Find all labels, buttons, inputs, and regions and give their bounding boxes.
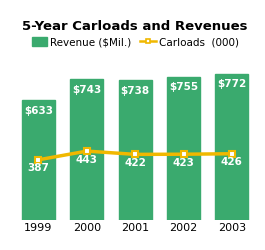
- Bar: [215, 74, 248, 220]
- Bar: [167, 77, 200, 220]
- Text: $738: $738: [121, 86, 150, 96]
- Text: $633: $633: [24, 106, 53, 116]
- Text: 422: 422: [124, 158, 146, 168]
- Bar: [119, 80, 152, 220]
- Text: 443: 443: [76, 154, 98, 164]
- Text: $755: $755: [169, 82, 198, 92]
- Text: 423: 423: [173, 158, 195, 168]
- Text: $743: $743: [72, 85, 101, 95]
- Text: 426: 426: [221, 157, 243, 167]
- Text: 387: 387: [28, 163, 49, 173]
- Bar: [22, 100, 55, 220]
- Bar: [70, 79, 103, 220]
- Text: $772: $772: [217, 79, 246, 89]
- Title: 5-Year Carloads and Revenues: 5-Year Carloads and Revenues: [23, 20, 248, 33]
- Legend: Revenue ($Mil.), Carloads  (000): Revenue ($Mil.), Carloads (000): [32, 37, 239, 47]
